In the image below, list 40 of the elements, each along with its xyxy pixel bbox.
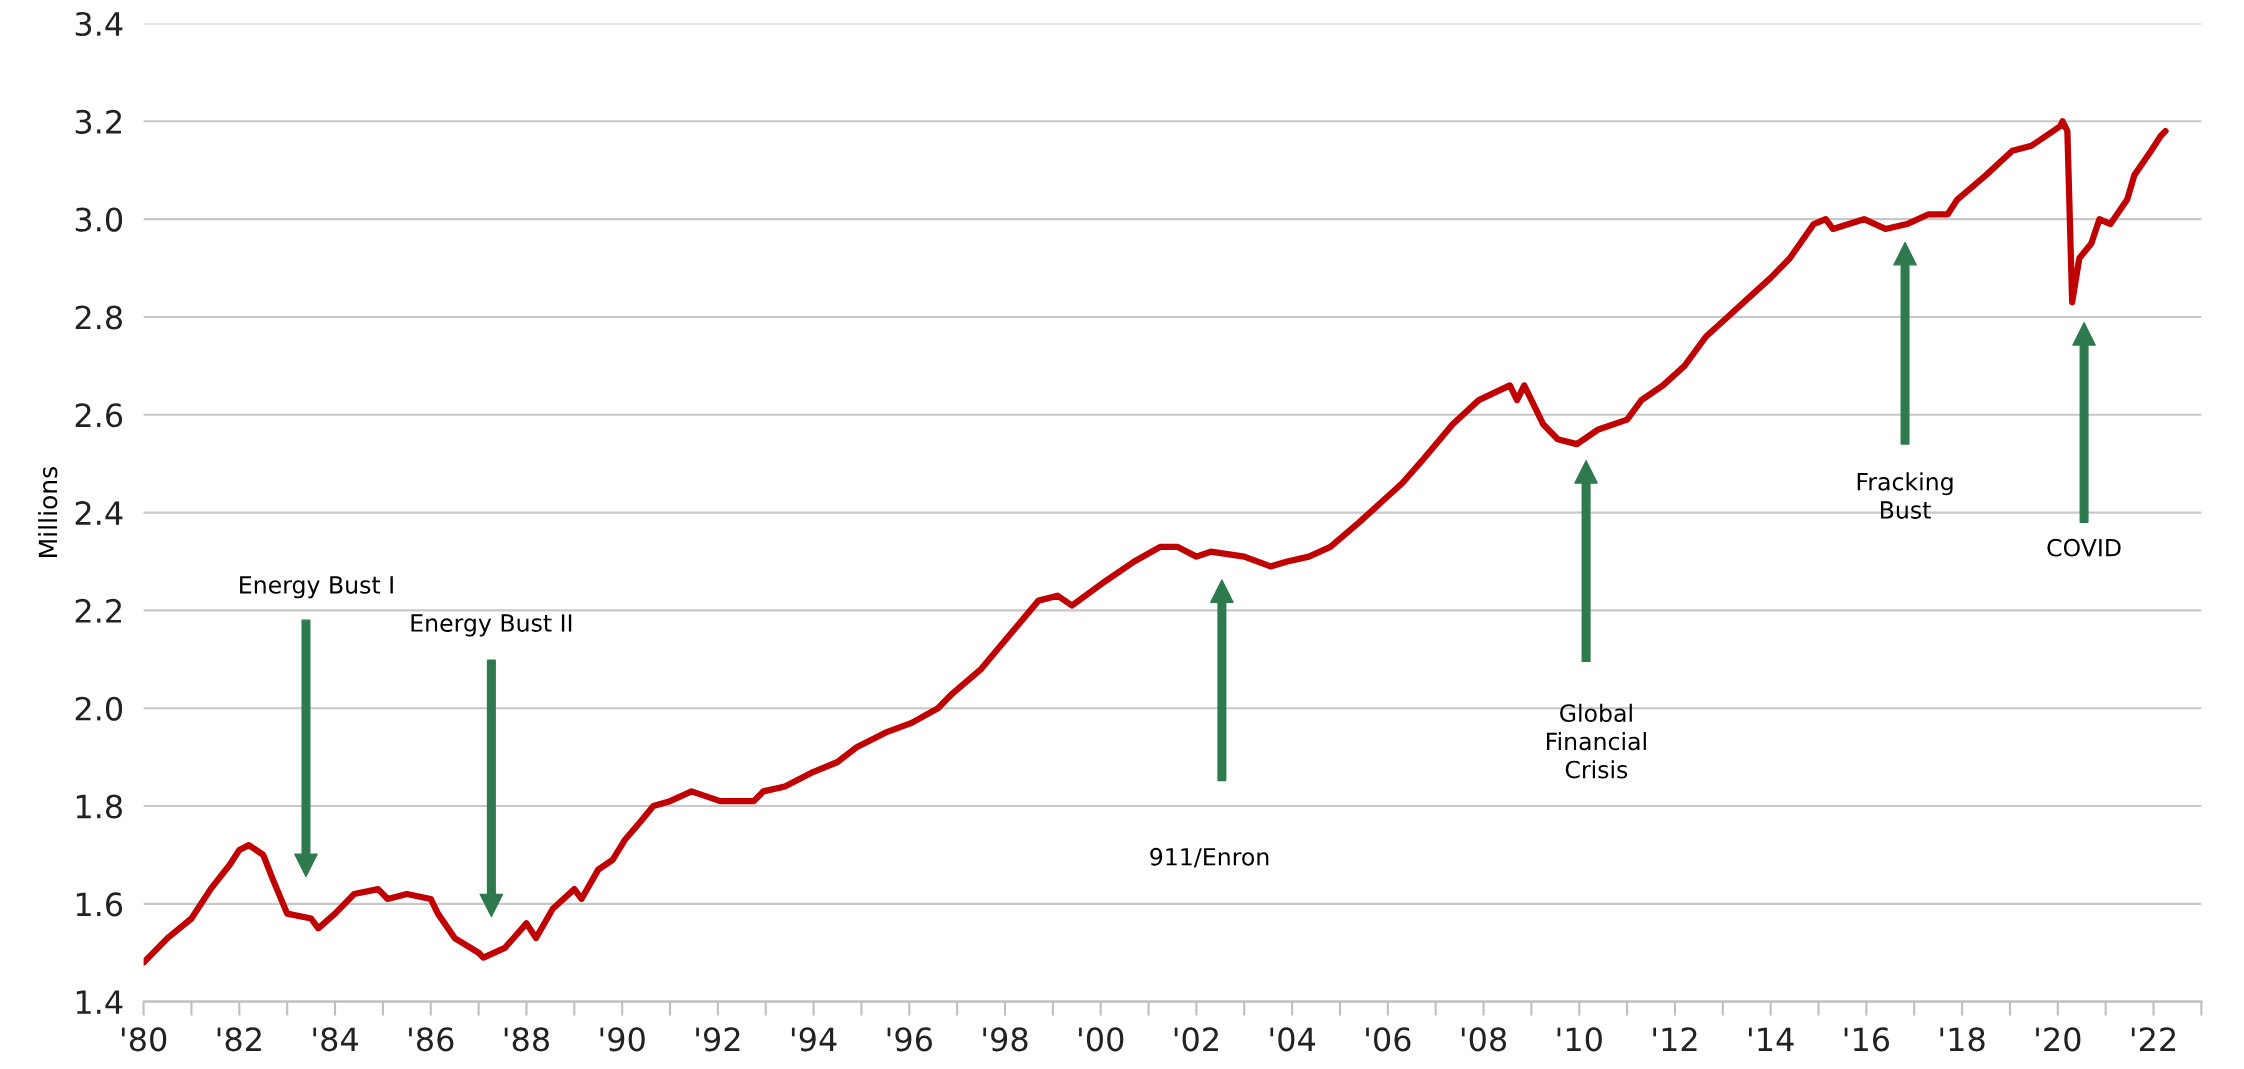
y-tick-label: 1.8 — [76, 794, 122, 819]
x-tick-label: '82 — [217, 1027, 261, 1052]
annotation: COVID — [2047, 538, 2121, 557]
x-tick-label: '80 — [121, 1027, 167, 1052]
x-tick-label: '84 — [313, 1027, 358, 1052]
y-tick-label: 3.0 — [75, 207, 123, 232]
x-tick-label: '98 — [983, 1027, 1028, 1052]
x-tick-label: '16 — [1844, 1027, 1890, 1052]
y-tick-label: 3.4 — [75, 11, 123, 37]
y-tick-label: 2.0 — [75, 696, 123, 721]
y-tick-label: 2.8 — [75, 305, 122, 330]
x-tick-label: '86 — [409, 1027, 454, 1052]
x-tick-label: '00 — [1079, 1027, 1124, 1052]
y-tick-label: 2.4 — [75, 501, 123, 525]
x-tick-label: '10 — [1557, 1027, 1602, 1052]
y-tick-label: 3.2 — [75, 109, 121, 134]
y-tick-label: 2.6 — [75, 403, 123, 428]
x-tick-label: '06 — [1366, 1027, 1411, 1052]
x-tick-label: '96 — [887, 1027, 932, 1052]
x-tick-label: '18 — [1940, 1027, 1985, 1052]
x-tick-label: '04 — [1270, 1027, 1316, 1052]
annotation: Energy Bust II — [411, 614, 572, 637]
x-tick-label: '92 — [696, 1027, 740, 1052]
x-tick-label: '20 — [2036, 1027, 2081, 1052]
annotation: Global Financial Crisis — [1547, 703, 1646, 779]
x-tick-label: '22 — [2131, 1027, 2176, 1051]
x-tick-label: '12 — [1653, 1027, 1697, 1051]
annotation: Energy Bust I — [240, 576, 393, 599]
annotation: Fracking Bust — [1857, 472, 1953, 519]
y-tick-label: 2.2 — [75, 598, 121, 623]
x-tick-label: '02 — [1174, 1027, 1218, 1052]
y-tick-label: 1.4 — [76, 990, 123, 1014]
y-axis-title: Millions — [38, 467, 58, 557]
x-tick-label: '88 — [504, 1027, 549, 1052]
x-tick-label: '14 — [1749, 1027, 1794, 1051]
annotation: 911/Enron — [1150, 847, 1269, 868]
x-tick-label: '90 — [600, 1027, 645, 1052]
x-tick-label: '94 — [791, 1027, 837, 1052]
y-tick-label: 1.6 — [76, 892, 123, 917]
x-tick-label: '08 — [1461, 1027, 1507, 1052]
